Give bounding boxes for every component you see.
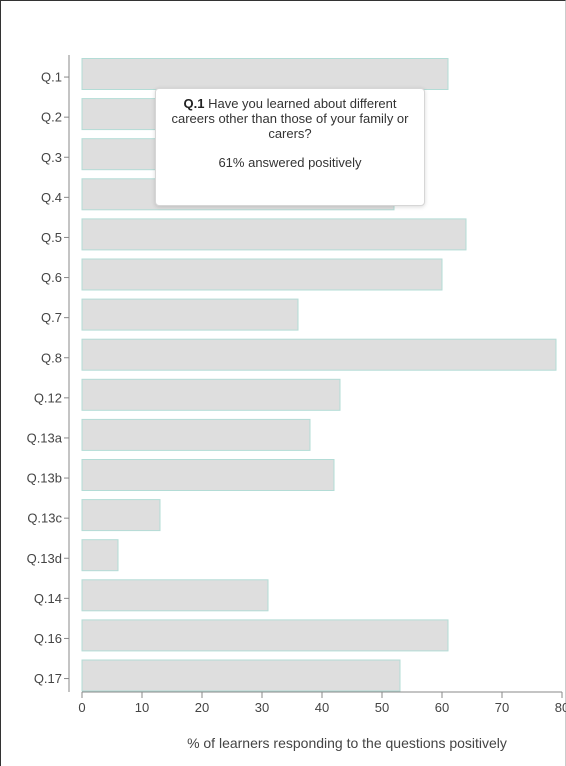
- x-tick-label: 30: [255, 700, 269, 715]
- x-tick-label: 50: [375, 700, 389, 715]
- y-tick-label: Q.4: [41, 190, 62, 205]
- y-tick-label: Q.14: [34, 591, 62, 606]
- bar-q13a[interactable]: [81, 418, 311, 451]
- y-tick-label: Q.16: [34, 631, 62, 646]
- x-tick-label: 0: [78, 700, 85, 715]
- y-tick-label: Q.1: [41, 70, 62, 85]
- bar-q16[interactable]: [81, 619, 449, 652]
- x-tick-label: 60: [435, 700, 449, 715]
- x-tick-label: 20: [195, 700, 209, 715]
- y-tick-label: Q.2: [41, 110, 62, 125]
- bar-q13b[interactable]: [81, 459, 335, 491]
- y-axis: Q.1 Q.2 Q.3 Q.4 Q.5 Q.6 Q.7 Q.8 Q.12 Q.13a Q.13b Q.…: [27, 55, 70, 692]
- y-tick-label: Q.3: [41, 150, 62, 165]
- tooltip-stat: 61% answered positively: [218, 155, 362, 170]
- bar-q12[interactable]: [81, 378, 341, 411]
- bar-q7[interactable]: [81, 298, 299, 331]
- tooltip-question-text: Have you learned about different careers…: [171, 96, 409, 141]
- tooltip: Q.1 Have you learned about different car…: [155, 88, 425, 206]
- bar-q1[interactable]: [81, 58, 449, 90]
- y-tick-label: Q.5: [41, 230, 62, 245]
- x-axis-label: % of learners responding to the question…: [187, 735, 507, 751]
- y-tick-label: Q.13c: [27, 511, 62, 526]
- y-tick-label: Q.13d: [27, 551, 62, 566]
- bar-q6[interactable]: [81, 258, 443, 291]
- x-axis: 0 10 20 30 40 50 60 70 80: [78, 691, 566, 715]
- x-tick-label: 10: [135, 700, 149, 715]
- tooltip-question-id: Q.1: [183, 96, 205, 111]
- bar-q14[interactable]: [81, 579, 269, 612]
- x-tick-label: 80: [555, 700, 566, 715]
- y-tick-label: Q.6: [41, 270, 62, 285]
- x-tick-label: 40: [315, 700, 329, 715]
- y-tick-label: Q.7: [41, 310, 62, 325]
- y-tick-label: Q.8: [41, 350, 62, 365]
- y-tick-label: Q.12: [34, 390, 62, 405]
- bar-q17[interactable]: [81, 659, 401, 692]
- y-tick-label: Q.13a: [27, 430, 63, 445]
- bar-q13d[interactable]: [81, 539, 119, 572]
- bar-q13c[interactable]: [81, 499, 161, 532]
- y-tick-label: Q.17: [34, 671, 62, 686]
- tooltip-question: Q.1 Have you learned about different car…: [164, 96, 416, 141]
- x-tick-label: 70: [495, 700, 509, 715]
- bar-q8[interactable]: [81, 338, 557, 371]
- y-tick-label: Q.13b: [27, 471, 62, 486]
- bar-q5[interactable]: [81, 218, 467, 251]
